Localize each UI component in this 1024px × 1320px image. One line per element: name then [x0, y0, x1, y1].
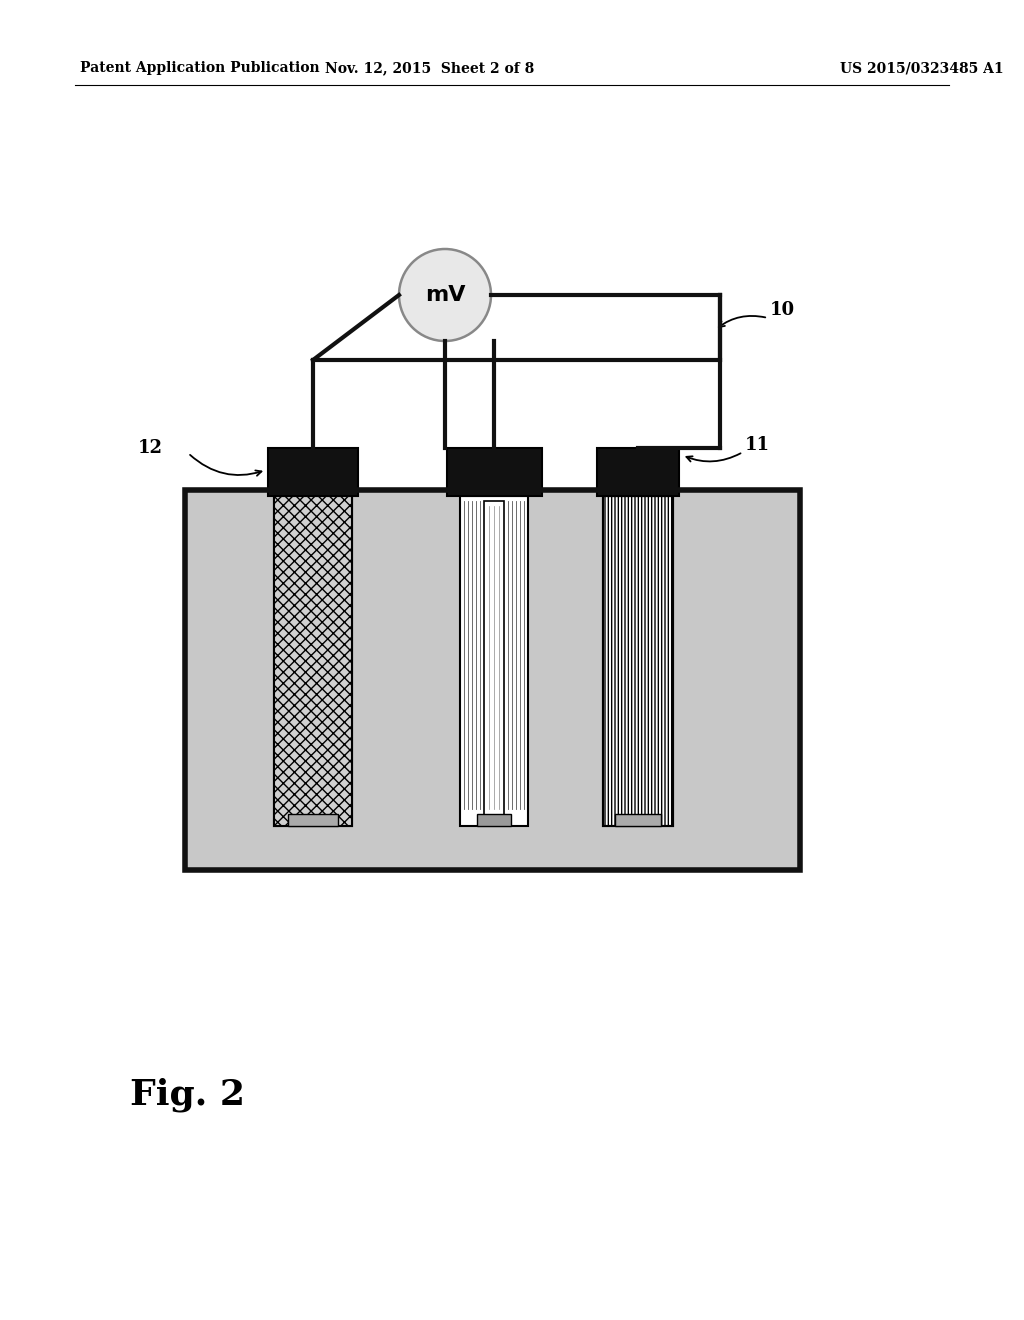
- Bar: [274, 496, 352, 826]
- Circle shape: [399, 249, 490, 341]
- Bar: [597, 447, 679, 496]
- Text: Fig. 2: Fig. 2: [130, 1077, 245, 1113]
- Bar: [268, 447, 358, 496]
- Text: Nov. 12, 2015  Sheet 2 of 8: Nov. 12, 2015 Sheet 2 of 8: [326, 61, 535, 75]
- Text: Patent Application Publication: Patent Application Publication: [80, 61, 319, 75]
- Bar: [288, 814, 338, 826]
- Bar: [460, 496, 528, 826]
- Bar: [603, 496, 673, 826]
- Text: 10: 10: [770, 301, 795, 319]
- Bar: [446, 447, 542, 496]
- Text: mV: mV: [425, 285, 465, 305]
- Bar: [484, 502, 504, 816]
- Bar: [615, 814, 660, 826]
- Bar: [185, 490, 800, 870]
- Text: US 2015/0323485 A1: US 2015/0323485 A1: [840, 61, 1004, 75]
- Bar: [477, 814, 511, 826]
- Bar: [274, 496, 352, 826]
- Bar: [185, 490, 800, 870]
- Bar: [603, 496, 673, 826]
- Text: 12: 12: [138, 440, 163, 457]
- Text: 11: 11: [745, 436, 770, 454]
